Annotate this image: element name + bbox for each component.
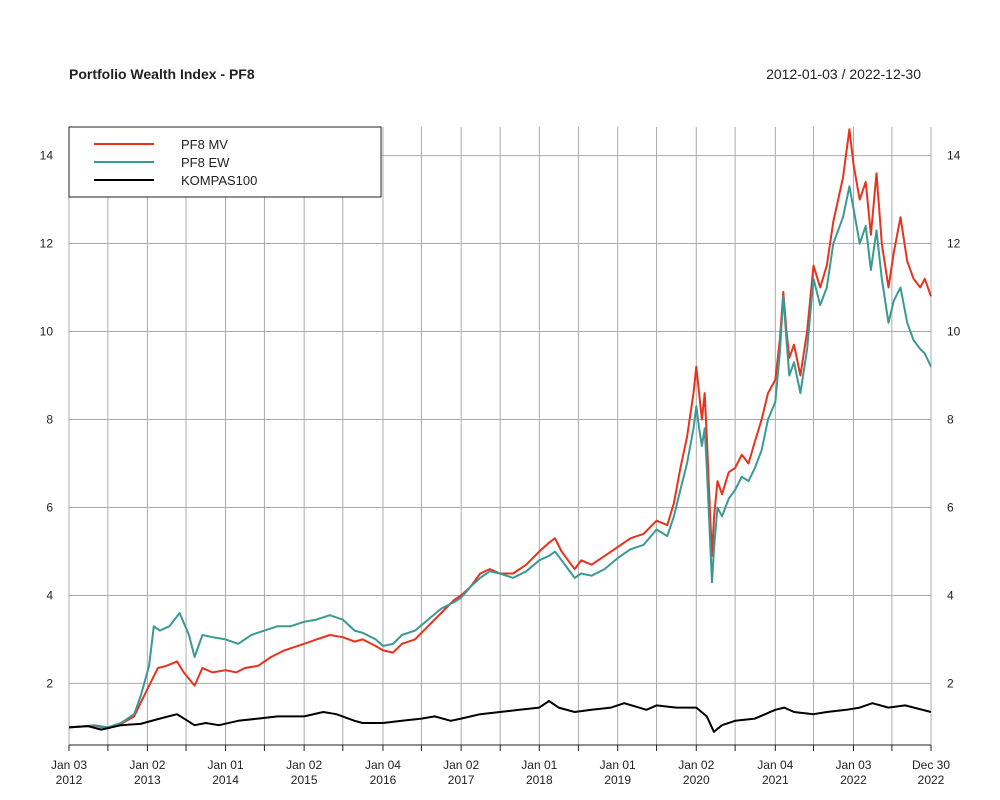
- y-tick-label-left: 2: [46, 676, 53, 690]
- x-tick-label: Dec 30: [912, 758, 950, 772]
- y-tick-label-right: 6: [947, 500, 954, 514]
- y-tick-label-right: 10: [947, 325, 961, 339]
- x-tick-label-year: 2012: [56, 773, 83, 787]
- chart-title: Portfolio Wealth Index - PF8: [69, 66, 255, 82]
- y-tick-label-right: 2: [947, 676, 954, 690]
- x-tick-label-year: 2015: [291, 773, 318, 787]
- series-line-3: [68, 700, 932, 733]
- x-tick-label-year: 2017: [448, 773, 475, 787]
- x-tick-label-year: 2022: [840, 773, 867, 787]
- series-line-1: [68, 128, 932, 730]
- y-tick-label-left: 12: [40, 237, 54, 251]
- y-tick-label-left: 8: [46, 413, 53, 427]
- chart-date-range: 2012-01-03 / 2022-12-30: [766, 66, 921, 82]
- x-tick-label: Jan 04: [757, 758, 793, 772]
- x-tick-label: Jan 02: [443, 758, 479, 772]
- grid-lines: [68, 127, 932, 745]
- y-tick-label-right: 8: [947, 413, 954, 427]
- legend-label-3: KOMPAS100: [181, 173, 257, 188]
- x-tick-label-year: 2019: [604, 773, 631, 787]
- y-tick-label-right: 4: [947, 588, 954, 602]
- x-tick-label: Jan 02: [678, 758, 714, 772]
- x-tick-label: Jan 02: [286, 758, 322, 772]
- y-tick-label-left: 14: [40, 149, 54, 163]
- x-tick-label-year: 2016: [370, 773, 397, 787]
- x-tick-label: Jan 03: [835, 758, 871, 772]
- y-tick-label-left: 6: [46, 500, 53, 514]
- x-tick-label: Jan 01: [600, 758, 636, 772]
- y-tick-label-right: 12: [947, 237, 961, 251]
- x-tick-label: Jan 01: [521, 758, 557, 772]
- legend-label-2: PF8 EW: [181, 155, 230, 170]
- x-tick-label-year: 2013: [134, 773, 161, 787]
- legend: PF8 MV PF8 EW KOMPAS100: [68, 126, 382, 198]
- x-tick-label-year: 2021: [762, 773, 789, 787]
- y-tick-label-right: 14: [947, 149, 961, 163]
- x-tick-label: Jan 03: [51, 758, 87, 772]
- x-tick-label: Jan 01: [208, 758, 244, 772]
- legend-label-1: PF8 MV: [181, 137, 228, 152]
- x-tick-label: Jan 02: [129, 758, 165, 772]
- x-tick-label: Jan 04: [365, 758, 401, 772]
- x-tick-label-year: 2014: [212, 773, 239, 787]
- y-tick-label-left: 10: [40, 325, 54, 339]
- x-tick-label-year: 2018: [526, 773, 553, 787]
- x-tick-label-year: 2020: [683, 773, 710, 787]
- y-tick-label-left: 4: [46, 588, 53, 602]
- series-layer: [68, 128, 932, 733]
- series-line-2: [68, 185, 932, 729]
- x-tick-label-year: 2022: [918, 773, 945, 787]
